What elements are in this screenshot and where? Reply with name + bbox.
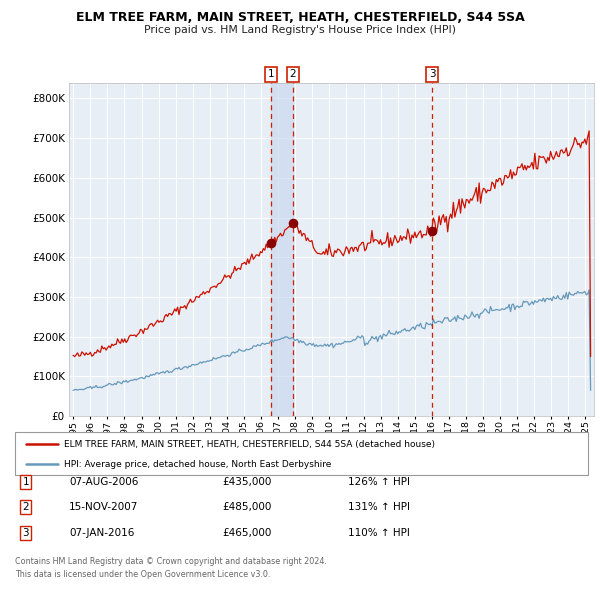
Text: 126% ↑ HPI: 126% ↑ HPI bbox=[348, 477, 410, 487]
Text: 2: 2 bbox=[22, 503, 29, 512]
Point bbox=[266, 238, 276, 248]
Bar bbox=[271, 83, 293, 416]
Text: ELM TREE FARM, MAIN STREET, HEATH, CHESTERFIELD, S44 5SA (detached house): ELM TREE FARM, MAIN STREET, HEATH, CHEST… bbox=[64, 440, 435, 449]
Text: 1: 1 bbox=[22, 477, 29, 487]
Text: £465,000: £465,000 bbox=[222, 528, 271, 537]
Text: 1: 1 bbox=[268, 69, 274, 79]
Text: ELM TREE FARM, MAIN STREET, HEATH, CHESTERFIELD, S44 5SA: ELM TREE FARM, MAIN STREET, HEATH, CHEST… bbox=[76, 11, 524, 24]
FancyBboxPatch shape bbox=[15, 432, 588, 475]
Text: 3: 3 bbox=[429, 69, 436, 79]
Text: 2: 2 bbox=[290, 69, 296, 79]
Text: HPI: Average price, detached house, North East Derbyshire: HPI: Average price, detached house, Nort… bbox=[64, 460, 331, 469]
Text: 131% ↑ HPI: 131% ↑ HPI bbox=[348, 503, 410, 512]
Text: Contains HM Land Registry data © Crown copyright and database right 2024.: Contains HM Land Registry data © Crown c… bbox=[15, 558, 327, 566]
Text: 110% ↑ HPI: 110% ↑ HPI bbox=[348, 528, 410, 537]
Text: 07-AUG-2006: 07-AUG-2006 bbox=[69, 477, 139, 487]
Point bbox=[288, 219, 298, 228]
Text: Price paid vs. HM Land Registry's House Price Index (HPI): Price paid vs. HM Land Registry's House … bbox=[144, 25, 456, 35]
Text: £485,000: £485,000 bbox=[222, 503, 271, 512]
Text: 07-JAN-2016: 07-JAN-2016 bbox=[69, 528, 134, 537]
Text: 3: 3 bbox=[22, 528, 29, 537]
Point bbox=[427, 227, 437, 236]
Text: This data is licensed under the Open Government Licence v3.0.: This data is licensed under the Open Gov… bbox=[15, 571, 271, 579]
Text: £435,000: £435,000 bbox=[222, 477, 271, 487]
Text: 15-NOV-2007: 15-NOV-2007 bbox=[69, 503, 139, 512]
